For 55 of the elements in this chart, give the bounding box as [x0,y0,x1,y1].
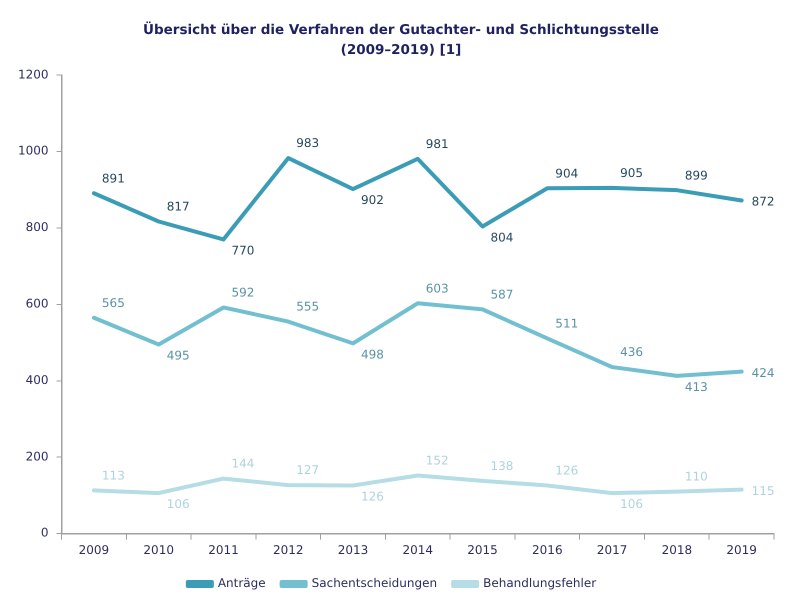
data-label: 106 [620,497,643,512]
chart-title: Übersicht über die Verfahren der Gutachter- und Schlichtungsstelle (2009–2019) [1] [143,22,659,58]
legend-label: Behandlungsfehler [483,576,596,590]
data-label: 138 [490,459,514,474]
data-label: 110 [684,470,708,484]
y-tick-label: 0 [40,526,49,540]
data-label: 126 [555,464,578,478]
data-label: 555 [296,300,320,314]
data-label: 144 [231,456,254,471]
x-tick-label: 2015 [467,542,498,557]
data-label: 770 [231,244,254,258]
x-tick-label: 2010 [143,542,174,557]
data-label: 983 [296,136,320,150]
x-tick-label: 2009 [78,542,110,557]
data-label: 106 [166,497,190,512]
data-label: 113 [102,468,125,483]
data-label: 603 [426,281,449,296]
y-tick-label: 400 [26,372,49,387]
data-label: 495 [166,348,190,363]
data-label: 424 [752,366,775,380]
data-label: 127 [296,463,320,478]
y-tick-label: 1200 [18,67,49,82]
data-label: 817 [166,200,190,214]
data-label: 565 [102,296,125,310]
data-label: 413 [684,380,708,394]
y-tick-label: 800 [26,220,49,234]
y-tick-label: 1000 [18,144,49,158]
data-label: 891 [102,171,125,186]
data-label: 872 [752,194,775,209]
x-tick-label: 2011 [208,542,239,557]
x-tick-label: 2019 [726,542,757,557]
y-tick-label: 200 [26,449,49,464]
x-tick-label: 2013 [338,542,368,557]
data-label: 904 [555,166,578,180]
x-tick-label: 2012 [272,542,304,557]
data-label: 587 [490,287,514,302]
legend-label: Sachentscheidungen [312,576,438,590]
data-label: 126 [361,490,384,504]
x-tick-label: 2018 [662,542,692,557]
data-label: 115 [752,484,775,498]
x-tick-label: 2017 [596,542,628,557]
data-label: 981 [426,136,449,151]
x-tick-label: 2016 [532,542,563,557]
data-label: 902 [361,193,384,208]
data-label: 436 [620,345,643,360]
x-tick-label: 2014 [402,542,434,557]
data-label: 592 [231,286,254,300]
data-label: 152 [426,454,449,468]
data-label: 511 [555,316,578,331]
data-label: 899 [684,168,708,182]
data-label: 498 [361,347,384,362]
data-label: 804 [490,230,514,245]
legend-label: Anträge [218,576,266,590]
y-tick-label: 600 [26,296,49,311]
data-label: 905 [620,166,643,180]
